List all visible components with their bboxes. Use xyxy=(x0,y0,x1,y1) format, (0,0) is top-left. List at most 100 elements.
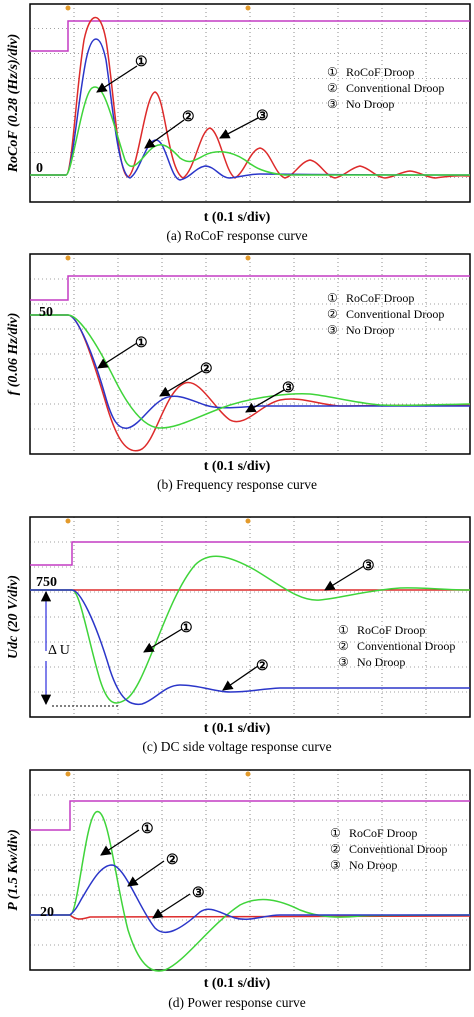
y-axis-title-b: f (0.06 Hz/div) xyxy=(6,313,21,396)
trigger-marker xyxy=(245,771,251,777)
series-conventional-droop-a xyxy=(30,16,471,179)
legend-d: ① RoCoF Droop ② Conventional Droop ③ No … xyxy=(330,826,447,872)
caption-d: (d) Power response curve xyxy=(168,995,306,1010)
callout-c-2: ② xyxy=(256,659,269,674)
legend-d-marker-2: ② xyxy=(330,842,341,856)
y-axis-title-a: RoCoF (0.28 (Hz/s)/div) xyxy=(6,34,21,174)
panel-a: 0 ① ② ③ ① RoCoF Droop ② Conventional Dro… xyxy=(6,3,471,243)
plot-frame-a xyxy=(29,3,471,203)
arrow-a-1 xyxy=(96,65,138,93)
x-axis-title-d: t (0.1 s/div) xyxy=(204,976,271,991)
arrow-c-1 xyxy=(143,628,183,653)
grid-a xyxy=(30,4,470,202)
y-axis-title-c: Udc (20 V/div) xyxy=(6,575,21,659)
callout-b-1: ① xyxy=(135,336,148,351)
caption-c: (c) DC side voltage response curve xyxy=(142,739,331,754)
trigger-marker xyxy=(245,5,251,11)
series-no-droop-c xyxy=(30,555,471,704)
reference-label-c: 750 xyxy=(36,575,57,590)
trigger-line-a xyxy=(30,20,470,52)
legend-c-marker-2: ② xyxy=(338,639,349,653)
trigger-marker xyxy=(65,255,71,261)
legend-b-label-3: No Droop xyxy=(346,323,394,337)
delta-u-label: Δ U xyxy=(48,643,70,658)
trigger-line-b xyxy=(30,275,470,301)
panel-d: 20 ① ② ③ ① RoCoF Droop ② Conventional Dr… xyxy=(6,769,471,1010)
panel-c: Δ U 750 ① ② ③ ① RoCoF Droop ② Convention… xyxy=(6,516,471,754)
series-no-droop-d xyxy=(30,811,471,972)
arrow-d-2 xyxy=(127,860,165,887)
grid-c xyxy=(30,517,470,717)
legend-b: ① RoCoF Droop ② Conventional Droop ③ No … xyxy=(327,291,444,337)
callout-d-2: ② xyxy=(166,853,179,868)
series-rocof-droop-c xyxy=(30,589,470,706)
grid-d xyxy=(30,770,470,970)
legend-d-label-2: Conventional Droop xyxy=(349,842,447,856)
callout-a-1: ① xyxy=(135,55,148,70)
x-axis-title-c: t (0.1 s/div) xyxy=(204,721,271,736)
callout-a-3: ③ xyxy=(256,109,269,124)
legend-a-marker-2: ② xyxy=(327,81,338,95)
caption-a: (a) RoCoF response curve xyxy=(166,228,307,243)
series-rocof-droop-a xyxy=(30,38,471,181)
callout-a-2: ② xyxy=(182,110,195,125)
arrow-a-3 xyxy=(219,117,259,139)
reference-label-d: 20 xyxy=(40,905,54,920)
series-no-droop-a xyxy=(30,86,470,176)
plot-frame-d xyxy=(29,769,471,971)
legend-c-marker-3: ③ xyxy=(338,655,349,669)
legend-a-label-3: No Droop xyxy=(346,97,394,111)
legend-b-marker-3: ③ xyxy=(327,323,338,337)
x-axis-title-b: t (0.1 s/div) xyxy=(204,459,271,474)
plot-frame-c xyxy=(29,516,471,718)
legend-c-label-2: Conventional Droop xyxy=(357,639,455,653)
legend-b-marker-1: ① xyxy=(327,291,338,305)
arrow-b-2 xyxy=(159,370,203,397)
grid-b xyxy=(30,254,470,454)
series-rocof-droop-d xyxy=(30,864,470,933)
trigger-line-d xyxy=(30,800,470,831)
callout-c-3: ③ xyxy=(362,559,375,574)
arrow-d-3 xyxy=(152,893,191,919)
legend-c: ① RoCoF Droop ② Conventional Droop ③ No … xyxy=(338,623,455,669)
y-axis-title-d: P (1.5 Kw/div) xyxy=(6,829,21,911)
legend-c-marker-1: ① xyxy=(338,623,349,637)
legend-a-label-1: RoCoF Droop xyxy=(346,65,414,79)
legend-b-label-2: Conventional Droop xyxy=(346,307,444,321)
reference-label-a: 0 xyxy=(36,161,43,176)
legend-c-label-1: RoCoF Droop xyxy=(357,623,425,637)
arrow-d-1 xyxy=(100,829,140,856)
trigger-line-c xyxy=(30,541,470,566)
callout-b-2: ② xyxy=(200,362,213,377)
legend-d-label-1: RoCoF Droop xyxy=(349,826,417,840)
legend-a: ① RoCoF Droop ② Conventional Droop ③ No … xyxy=(327,65,444,111)
plot-frame-b xyxy=(29,253,471,455)
trigger-marker xyxy=(245,518,251,524)
x-axis-title-a: t (0.1 s/div) xyxy=(204,210,271,225)
callout-d-1: ① xyxy=(141,822,154,837)
legend-a-marker-3: ③ xyxy=(327,97,338,111)
trigger-marker xyxy=(245,255,251,261)
arrow-b-1 xyxy=(97,342,138,369)
arrow-c-3 xyxy=(324,565,365,591)
trigger-marker xyxy=(65,771,71,777)
trigger-marker xyxy=(65,518,71,524)
legend-d-marker-1: ① xyxy=(330,826,341,840)
caption-b: (b) Frequency response curve xyxy=(157,477,317,492)
legend-b-label-1: RoCoF Droop xyxy=(346,291,414,305)
series-no-droop-b xyxy=(30,314,471,429)
callout-c-1: ① xyxy=(180,621,193,636)
arrow-b-3 xyxy=(245,389,285,413)
arrow-a-2 xyxy=(144,119,185,149)
callout-d-3: ③ xyxy=(192,886,205,901)
legend-b-marker-2: ② xyxy=(327,307,338,321)
legend-d-marker-3: ③ xyxy=(330,858,341,872)
legend-a-label-2: Conventional Droop xyxy=(346,81,444,95)
arrow-c-2 xyxy=(222,665,259,691)
trigger-marker xyxy=(65,5,71,11)
panel-b: 50 ① ② ③ ① RoCoF Droop ② Conventional Dr… xyxy=(6,253,471,492)
reference-label-b: 50 xyxy=(39,305,53,320)
legend-a-marker-1: ① xyxy=(327,65,338,79)
callout-b-3: ③ xyxy=(282,381,295,396)
